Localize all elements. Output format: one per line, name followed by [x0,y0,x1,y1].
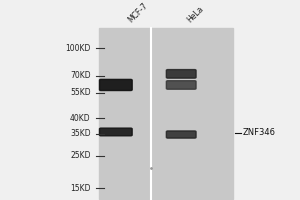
Text: 40KD: 40KD [70,114,91,123]
Text: 100KD: 100KD [65,44,91,53]
Text: 35KD: 35KD [70,129,91,138]
FancyBboxPatch shape [166,81,196,89]
Text: ZNF346: ZNF346 [242,128,275,137]
Text: HeLa: HeLa [186,4,206,24]
FancyBboxPatch shape [166,70,196,78]
FancyBboxPatch shape [166,131,196,138]
Text: 70KD: 70KD [70,71,91,80]
Bar [100,28,233,199]
Text: MCF-7: MCF-7 [126,1,149,24]
FancyBboxPatch shape [100,128,132,136]
Text: 25KD: 25KD [70,151,91,160]
Text: 15KD: 15KD [70,184,91,193]
FancyBboxPatch shape [100,79,132,91]
Text: 55KD: 55KD [70,88,91,97]
